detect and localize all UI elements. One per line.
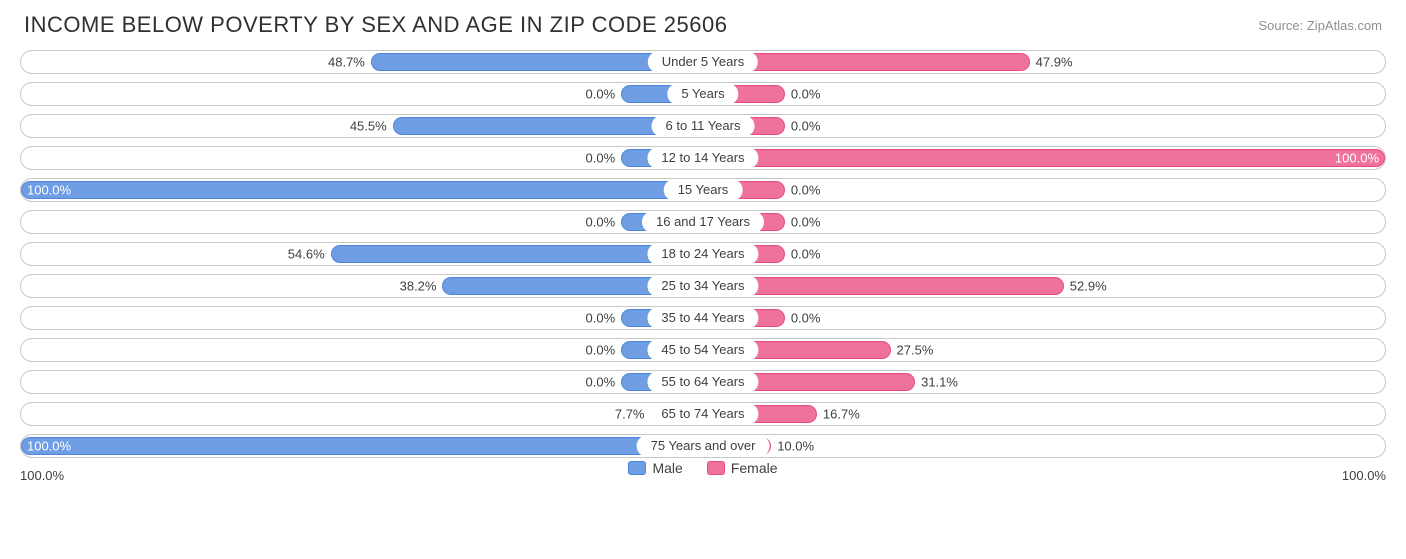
category-label: 35 to 44 Years xyxy=(647,307,758,329)
category-label: 55 to 64 Years xyxy=(647,371,758,393)
category-label: 6 to 11 Years xyxy=(652,115,755,137)
male-value: 54.6% xyxy=(288,247,325,262)
male-value: 7.7% xyxy=(615,407,645,422)
chart-area: Under 5 Years48.7%47.9%5 Years0.0%0.0%6 … xyxy=(0,46,1406,468)
x-axis: 100.0% Male Female 100.0% xyxy=(0,468,1406,483)
female-value: 100.0% xyxy=(1335,151,1379,166)
female-value: 0.0% xyxy=(791,183,821,198)
category-label: 16 and 17 Years xyxy=(642,211,764,233)
male-value: 0.0% xyxy=(586,151,616,166)
female-value: 0.0% xyxy=(791,119,821,134)
chart-row: 25 to 34 Years 38.2% 52.9% xyxy=(20,274,1386,298)
legend-female: Female xyxy=(707,460,778,476)
female-value: 27.5% xyxy=(897,343,934,358)
male-value: 38.2% xyxy=(400,279,437,294)
chart-row: 45 to 54 Years 0.0% 27.5% xyxy=(20,338,1386,362)
female-value: 10.0% xyxy=(777,439,814,454)
female-bar xyxy=(703,149,1385,167)
legend-male: Male xyxy=(628,460,682,476)
male-value: 0.0% xyxy=(586,343,616,358)
chart-row: 16 and 17 Years 0.0% 0.0% xyxy=(20,210,1386,234)
male-value: 100.0% xyxy=(27,439,71,454)
category-label: 45 to 54 Years xyxy=(647,339,758,361)
female-value: 0.0% xyxy=(791,311,821,326)
category-label: 5 Years xyxy=(667,83,738,105)
legend-female-label: Female xyxy=(731,460,778,476)
female-swatch xyxy=(707,461,725,475)
legend-male-label: Male xyxy=(652,460,682,476)
male-value: 0.0% xyxy=(586,311,616,326)
female-value: 0.0% xyxy=(791,87,821,102)
chart-row: 6 to 11 Years 45.5% 0.0% xyxy=(20,114,1386,138)
chart-row: 35 to 44 Years 0.0% 0.0% xyxy=(20,306,1386,330)
axis-left-label: 100.0% xyxy=(20,468,64,483)
female-value: 52.9% xyxy=(1070,279,1107,294)
male-bar xyxy=(21,437,703,455)
category-label: Under 5 Years xyxy=(648,51,758,73)
chart-row: Under 5 Years 48.7% 47.9% xyxy=(20,50,1386,74)
chart-row: 12 to 14 Years 0.0% 100.0% xyxy=(20,146,1386,170)
category-label: 18 to 24 Years xyxy=(647,243,758,265)
axis-right-label: 100.0% xyxy=(1342,468,1386,483)
female-value: 47.9% xyxy=(1036,55,1073,70)
female-value: 31.1% xyxy=(921,375,958,390)
female-value: 16.7% xyxy=(823,407,860,422)
category-label: 65 to 74 Years xyxy=(647,403,758,425)
chart-row: 55 to 64 Years 0.0% 31.1% xyxy=(20,370,1386,394)
male-value: 0.0% xyxy=(586,87,616,102)
chart-title: INCOME BELOW POVERTY BY SEX AND AGE IN Z… xyxy=(24,12,727,38)
male-swatch xyxy=(628,461,646,475)
chart-source: Source: ZipAtlas.com xyxy=(1258,18,1382,33)
chart-row: 75 Years and over 100.0% 10.0% xyxy=(20,434,1386,458)
female-value: 0.0% xyxy=(791,215,821,230)
chart-row: 65 to 74 Years7.7% 16.7% xyxy=(20,402,1386,426)
male-value: 0.0% xyxy=(586,375,616,390)
male-value: 48.7% xyxy=(328,55,365,70)
chart-row: 5 Years 0.0% 0.0% xyxy=(20,82,1386,106)
category-label: 75 Years and over xyxy=(637,435,770,457)
male-value: 100.0% xyxy=(27,183,71,198)
chart-row: 18 to 24 Years 54.6% 0.0% xyxy=(20,242,1386,266)
category-label: 25 to 34 Years xyxy=(647,275,758,297)
male-value: 45.5% xyxy=(350,119,387,134)
chart-row: 15 Years 100.0% 0.0% xyxy=(20,178,1386,202)
male-bar xyxy=(21,181,703,199)
category-label: 15 Years xyxy=(664,179,743,201)
male-value: 0.0% xyxy=(586,215,616,230)
female-value: 0.0% xyxy=(791,247,821,262)
category-label: 12 to 14 Years xyxy=(647,147,758,169)
